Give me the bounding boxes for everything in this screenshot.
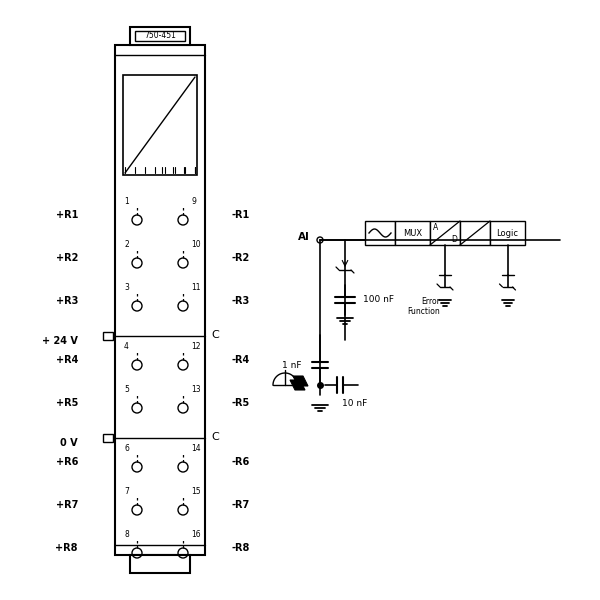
Bar <box>135 31 185 41</box>
Text: Logic: Logic <box>497 229 518 238</box>
Text: 15: 15 <box>191 487 200 496</box>
Bar <box>490 221 525 245</box>
Text: +R2: +R2 <box>56 253 78 263</box>
Text: C: C <box>211 433 219 443</box>
Bar <box>130 555 190 573</box>
Text: 0 V: 0 V <box>61 437 78 448</box>
Text: +R6: +R6 <box>56 457 78 467</box>
Text: 9: 9 <box>191 197 196 206</box>
Text: -R8: -R8 <box>232 543 250 553</box>
Text: 13: 13 <box>191 385 200 394</box>
Bar <box>103 433 113 442</box>
Text: +R8: +R8 <box>56 543 78 553</box>
Bar <box>430 221 460 245</box>
Bar <box>123 75 197 175</box>
Text: 100 nF: 100 nF <box>363 295 394 304</box>
Text: -R1: -R1 <box>232 210 250 220</box>
Text: 8: 8 <box>124 530 129 539</box>
Text: 12: 12 <box>191 342 200 351</box>
Text: -R7: -R7 <box>232 500 250 510</box>
Text: 5: 5 <box>124 385 129 394</box>
Text: 6: 6 <box>124 444 129 453</box>
Text: 1: 1 <box>124 197 129 206</box>
Text: 10 nF: 10 nF <box>342 399 367 408</box>
Text: -R3: -R3 <box>232 296 250 306</box>
Polygon shape <box>293 376 308 386</box>
Bar <box>365 221 395 245</box>
Text: A: A <box>433 223 439 232</box>
Text: + 24 V: + 24 V <box>42 335 78 346</box>
Text: 7: 7 <box>124 487 129 496</box>
Bar <box>460 221 490 245</box>
Text: -R5: -R5 <box>232 398 250 408</box>
Text: 16: 16 <box>191 530 200 539</box>
Text: -R6: -R6 <box>232 457 250 467</box>
Text: +R4: +R4 <box>56 355 78 365</box>
Text: Error
Function: Error Function <box>407 297 440 316</box>
Text: +R7: +R7 <box>56 500 78 510</box>
Text: 750-451: 750-451 <box>144 31 176 40</box>
Text: -R4: -R4 <box>232 355 250 365</box>
Text: +R5: +R5 <box>56 398 78 408</box>
Text: 2: 2 <box>124 240 129 249</box>
Text: +R1: +R1 <box>56 210 78 220</box>
Text: AI: AI <box>298 232 310 242</box>
Text: 4: 4 <box>124 342 129 351</box>
Polygon shape <box>290 380 305 390</box>
Text: 1 nF: 1 nF <box>283 361 302 370</box>
Bar <box>130 27 190 45</box>
Text: 3: 3 <box>124 283 129 292</box>
Text: 14: 14 <box>191 444 200 453</box>
Text: D: D <box>451 235 457 244</box>
Text: MUX: MUX <box>403 229 422 238</box>
Bar <box>103 331 113 340</box>
Text: 10: 10 <box>191 240 200 249</box>
Text: C: C <box>211 331 219 340</box>
Text: 11: 11 <box>191 283 200 292</box>
Text: +R3: +R3 <box>56 296 78 306</box>
Bar <box>115 45 205 555</box>
Bar <box>395 221 430 245</box>
Text: -R2: -R2 <box>232 253 250 263</box>
